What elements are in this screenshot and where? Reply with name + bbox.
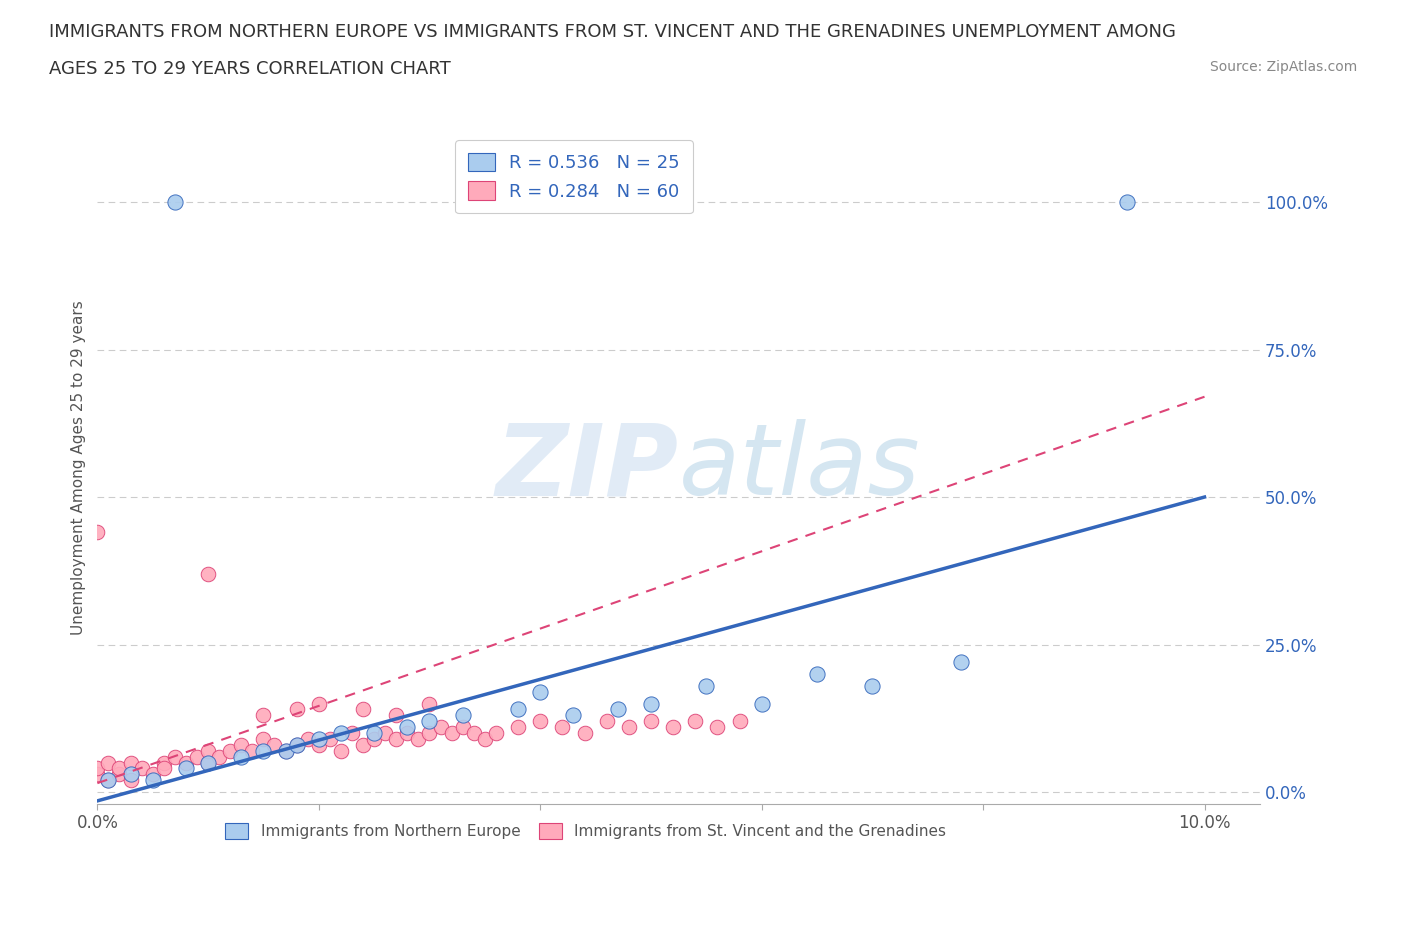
Point: [231, 750, 253, 764]
Point: [86, 767, 108, 782]
Text: AGES 25 TO 29 YEARS CORRELATION CHART: AGES 25 TO 29 YEARS CORRELATION CHART: [49, 60, 451, 78]
Point: [506, 720, 529, 735]
Point: [506, 702, 529, 717]
Point: [131, 761, 153, 776]
Point: [120, 755, 142, 770]
Point: [263, 737, 285, 752]
Point: [529, 684, 551, 699]
Point: [396, 720, 419, 735]
Point: [97, 773, 120, 788]
Point: [728, 714, 751, 729]
Point: [186, 750, 208, 764]
Point: [662, 720, 685, 735]
Point: [385, 708, 408, 723]
Point: [574, 725, 596, 740]
Point: [120, 773, 142, 788]
Point: [197, 566, 219, 581]
Point: [418, 725, 440, 740]
Point: [440, 725, 463, 740]
Text: ZIP: ZIP: [495, 419, 679, 516]
Point: [86, 525, 108, 540]
Text: Source: ZipAtlas.com: Source: ZipAtlas.com: [1209, 60, 1357, 74]
Point: [418, 696, 440, 711]
Text: atlas: atlas: [679, 419, 921, 516]
Point: [706, 720, 728, 735]
Point: [329, 725, 352, 740]
Point: [108, 767, 131, 782]
Point: [152, 755, 174, 770]
Point: [485, 725, 508, 740]
Point: [408, 732, 430, 747]
Point: [108, 761, 131, 776]
Point: [252, 743, 274, 758]
Point: [418, 714, 440, 729]
Point: [163, 194, 186, 209]
Point: [640, 714, 662, 729]
Point: [1116, 194, 1139, 209]
Point: [197, 755, 219, 770]
Point: [97, 773, 120, 788]
Point: [451, 708, 474, 723]
Point: [374, 725, 396, 740]
Point: [352, 702, 374, 717]
Point: [285, 737, 308, 752]
Y-axis label: Unemployment Among Ages 25 to 29 years: Unemployment Among Ages 25 to 29 years: [72, 300, 86, 635]
Point: [274, 743, 297, 758]
Point: [860, 678, 883, 693]
Point: [120, 767, 142, 782]
Point: [396, 725, 419, 740]
Point: [174, 761, 197, 776]
Point: [219, 743, 242, 758]
Point: [352, 737, 374, 752]
Point: [308, 737, 330, 752]
Point: [451, 720, 474, 735]
Point: [308, 732, 330, 747]
Point: [474, 732, 496, 747]
Point: [385, 732, 408, 747]
Point: [429, 720, 451, 735]
Point: [529, 714, 551, 729]
Point: [340, 725, 363, 740]
Point: [142, 773, 165, 788]
Point: [595, 714, 617, 729]
Point: [231, 737, 253, 752]
Point: [551, 720, 574, 735]
Legend: Immigrants from Northern Europe, Immigrants from St. Vincent and the Grenadines: Immigrants from Northern Europe, Immigra…: [218, 816, 953, 846]
Point: [806, 667, 828, 682]
Point: [363, 725, 385, 740]
Point: [152, 761, 174, 776]
Point: [297, 732, 319, 747]
Point: [197, 755, 219, 770]
Point: [97, 755, 120, 770]
Point: [695, 678, 717, 693]
Point: [617, 720, 640, 735]
Point: [252, 732, 274, 747]
Point: [308, 696, 330, 711]
Point: [683, 714, 706, 729]
Point: [463, 725, 485, 740]
Text: IMMIGRANTS FROM NORTHERN EUROPE VS IMMIGRANTS FROM ST. VINCENT AND THE GRENADINE: IMMIGRANTS FROM NORTHERN EUROPE VS IMMIG…: [49, 23, 1175, 41]
Point: [606, 702, 628, 717]
Point: [86, 761, 108, 776]
Point: [329, 743, 352, 758]
Point: [562, 708, 585, 723]
Point: [640, 696, 662, 711]
Point: [751, 696, 773, 711]
Point: [163, 750, 186, 764]
Point: [363, 732, 385, 747]
Point: [142, 767, 165, 782]
Point: [285, 737, 308, 752]
Point: [274, 743, 297, 758]
Point: [208, 750, 231, 764]
Point: [240, 743, 263, 758]
Point: [197, 743, 219, 758]
Point: [949, 655, 972, 670]
Point: [252, 708, 274, 723]
Point: [319, 732, 342, 747]
Point: [174, 755, 197, 770]
Point: [285, 702, 308, 717]
